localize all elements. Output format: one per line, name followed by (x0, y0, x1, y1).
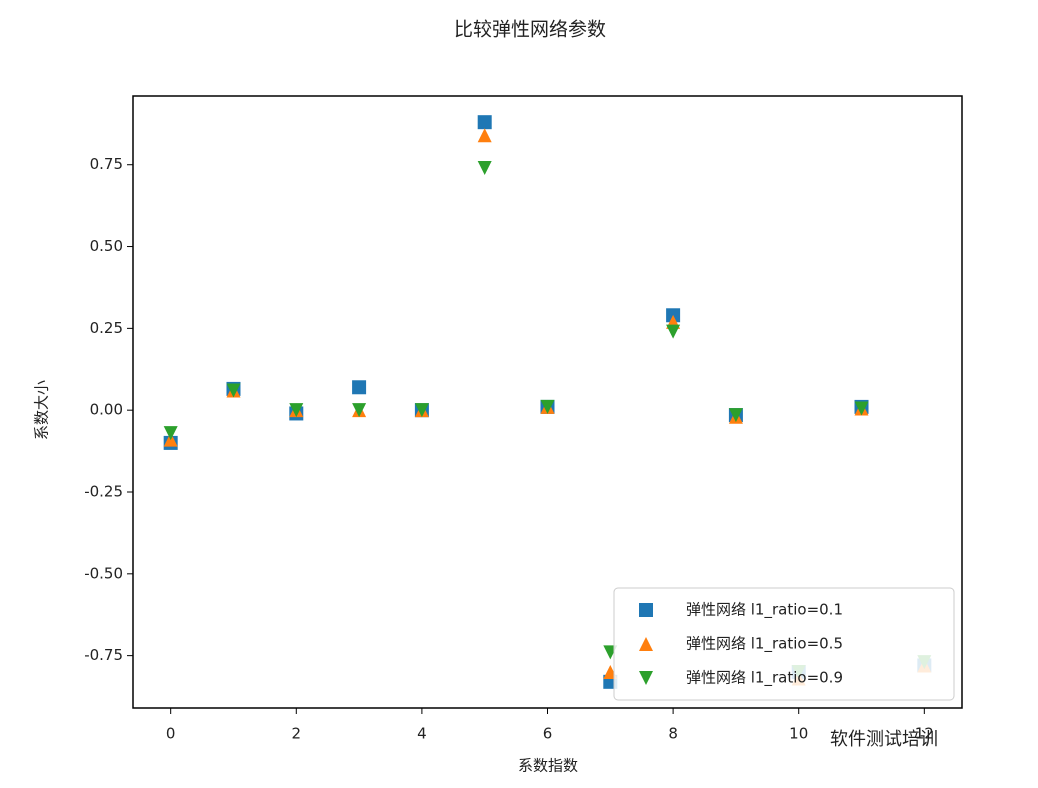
point (728, 408, 743, 423)
y-tick-label: -0.25 (84, 483, 123, 501)
legend-box (613, 587, 955, 701)
watermark: 软件测试培训 (830, 729, 938, 750)
point (666, 324, 681, 339)
point (540, 399, 555, 414)
y-tick-label: 0.75 (90, 155, 123, 173)
x-tick-label: 10 (789, 725, 808, 743)
legend-label: 弹性网络 l1_ratio=0.9 (686, 669, 843, 688)
point (477, 161, 492, 175)
point (163, 426, 178, 441)
point (226, 383, 241, 398)
legend-label: 弹性网络 l1_ratio=0.1 (686, 601, 843, 620)
chart-title: 比较弹性网络参数 (454, 19, 606, 41)
point (477, 128, 492, 143)
x-tick-label: 0 (166, 725, 176, 743)
y-axis-label: 系数大小 (33, 380, 51, 440)
y-tick-label: 0.50 (90, 237, 123, 255)
x-axis-label: 系数指数 (518, 757, 578, 775)
point (477, 115, 492, 130)
point (639, 603, 653, 617)
x-tick-label: 6 (543, 725, 553, 743)
x-tick-label: 2 (292, 725, 302, 743)
point (352, 403, 367, 418)
point (352, 380, 367, 395)
y-tick-label: -0.50 (84, 564, 123, 582)
point (289, 403, 304, 418)
x-tick-label: 8 (668, 725, 678, 743)
point (414, 403, 429, 418)
point (639, 671, 653, 685)
x-tick-label: 4 (417, 725, 427, 743)
point (639, 637, 653, 651)
legend-label: 弹性网络 l1_ratio=0.5 (686, 635, 843, 654)
y-tick-label: -0.75 (84, 646, 123, 664)
y-tick-label: 0.25 (90, 319, 123, 337)
x-tick-label: 12 (915, 725, 934, 743)
y-tick-label: 0.00 (90, 401, 123, 419)
point (854, 401, 869, 416)
